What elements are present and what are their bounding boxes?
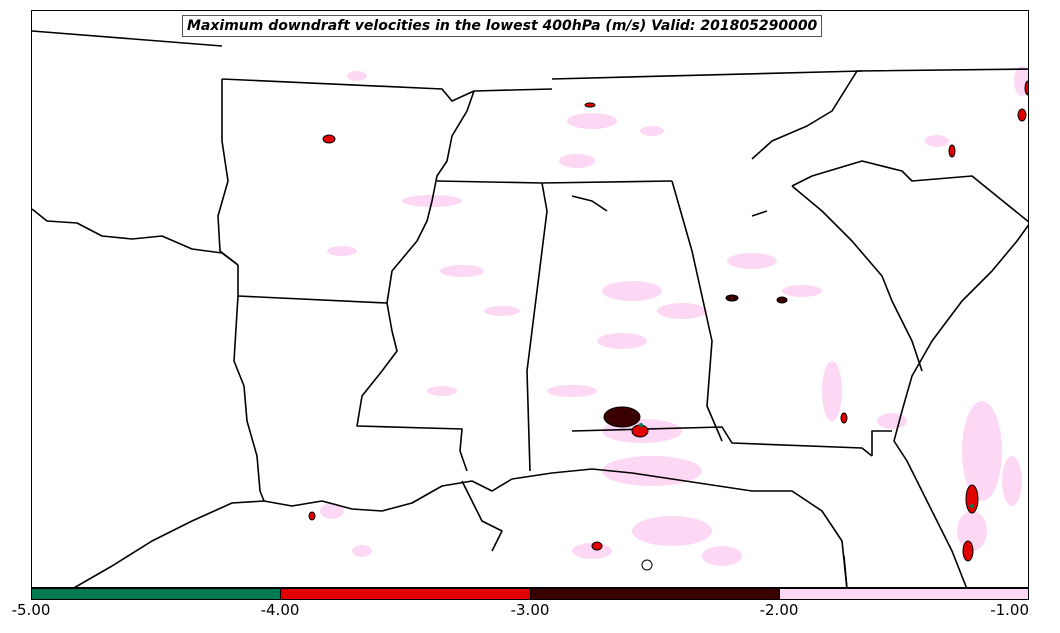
colorbar-tick-label: -3.00 bbox=[510, 601, 550, 619]
colorbar-segment bbox=[280, 589, 530, 599]
colorbar-tick-label: -1.00 bbox=[990, 601, 1029, 619]
colorbar-tick-label: -4.00 bbox=[260, 601, 300, 619]
extreme-downdraft-cores bbox=[639, 423, 974, 508]
weak-downdraft-areas bbox=[320, 66, 1028, 566]
map-title: Maximum downdraft velocities in the lowe… bbox=[182, 15, 823, 37]
map-canvas bbox=[32, 30, 1028, 587]
colorbar-segment bbox=[32, 589, 281, 599]
colorbar-tick-label: -5.00 bbox=[11, 601, 51, 619]
map-frame bbox=[31, 10, 1029, 588]
strong-downdraft-cores bbox=[308, 80, 1028, 571]
colorbar bbox=[31, 588, 1029, 600]
colorbar-segment bbox=[529, 589, 779, 599]
colorbar-tick-label: -2.00 bbox=[759, 601, 799, 619]
state-boundaries bbox=[32, 30, 1028, 587]
colorbar-segment bbox=[778, 589, 1028, 599]
